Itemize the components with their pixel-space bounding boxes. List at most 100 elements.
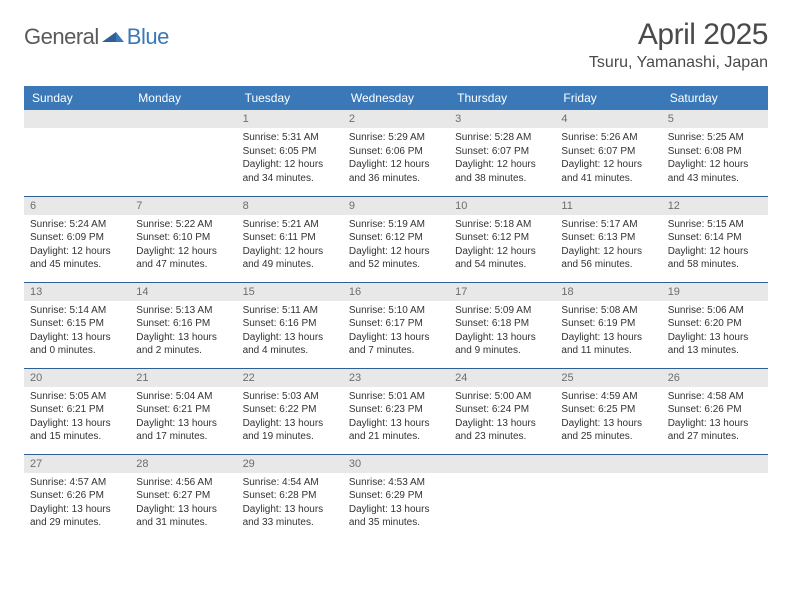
daylight-line: Daylight: 13 hours — [561, 417, 655, 431]
day-details: Sunrise: 4:54 AMSunset: 6:28 PMDaylight:… — [237, 473, 343, 534]
day-cell: 30Sunrise: 4:53 AMSunset: 6:29 PMDayligh… — [343, 454, 449, 540]
sunrise-line: Sunrise: 4:53 AM — [349, 476, 443, 490]
day-cell: 2 Sunrise: 5:29 AMSunset: 6:06 PMDaylight… — [343, 110, 449, 196]
day-number: 14 — [130, 283, 236, 301]
day-details: Sunrise: 4:53 AMSunset: 6:29 PMDaylight:… — [343, 473, 449, 534]
day-number: 4 — [555, 110, 661, 128]
sunset-line: Sunset: 6:21 PM — [136, 403, 230, 417]
day-details: Sunrise: 5:01 AMSunset: 6:23 PMDaylight:… — [343, 387, 449, 448]
week-row: 1Sunrise: 5:31 AMSunset: 6:05 PMDaylight… — [24, 110, 768, 196]
day-number: 7 — [130, 197, 236, 215]
sunrise-line: Sunrise: 4:59 AM — [561, 390, 655, 404]
sunrise-line: Sunrise: 5:26 AM — [561, 131, 655, 145]
title-block: April 2025 Tsuru, Yamanashi, Japan — [589, 18, 768, 72]
day-details: Sunrise: 5:18 AMSunset: 6:12 PMDaylight:… — [449, 215, 555, 276]
day-number: 18 — [555, 283, 661, 301]
day-cell: 16Sunrise: 5:10 AMSunset: 6:17 PMDayligh… — [343, 282, 449, 368]
sunrise-line: Sunrise: 5:11 AM — [243, 304, 337, 318]
day-number: 30 — [343, 455, 449, 473]
daylight-line-2: and 33 minutes. — [243, 516, 337, 530]
sunrise-line: Sunrise: 5:14 AM — [30, 304, 124, 318]
daylight-line: Daylight: 12 hours — [349, 245, 443, 259]
day-number: 15 — [237, 283, 343, 301]
day-cell: 23Sunrise: 5:01 AMSunset: 6:23 PMDayligh… — [343, 368, 449, 454]
day-cell: 20Sunrise: 5:05 AMSunset: 6:21 PMDayligh… — [24, 368, 130, 454]
sunset-line: Sunset: 6:05 PM — [243, 145, 337, 159]
day-details: Sunrise: 5:09 AMSunset: 6:18 PMDaylight:… — [449, 301, 555, 362]
week-row: 20Sunrise: 5:05 AMSunset: 6:21 PMDayligh… — [24, 368, 768, 454]
sunrise-line: Sunrise: 5:03 AM — [243, 390, 337, 404]
day-number: 8 — [237, 197, 343, 215]
daylight-line: Daylight: 12 hours — [455, 245, 549, 259]
daylight-line-2: and 47 minutes. — [136, 258, 230, 272]
page: General Blue April 2025 Tsuru, Yamanashi… — [0, 0, 792, 560]
daylight-line-2: and 43 minutes. — [668, 172, 762, 186]
daylight-line-2: and 54 minutes. — [455, 258, 549, 272]
day-number: 1 — [237, 110, 343, 128]
day-cell — [662, 454, 768, 540]
day-details: Sunrise: 5:25 AMSunset: 6:08 PMDaylight:… — [662, 128, 768, 189]
day-number: 13 — [24, 283, 130, 301]
daylight-line: Daylight: 13 hours — [349, 417, 443, 431]
sunrise-line: Sunrise: 5:00 AM — [455, 390, 549, 404]
day-cell: 12Sunrise: 5:15 AMSunset: 6:14 PMDayligh… — [662, 196, 768, 282]
day-number — [555, 455, 661, 473]
daylight-line: Daylight: 13 hours — [243, 331, 337, 345]
daylight-line: Daylight: 13 hours — [243, 503, 337, 517]
day-number: 25 — [555, 369, 661, 387]
brand-logo: General Blue — [24, 18, 169, 50]
day-cell: 5Sunrise: 5:25 AMSunset: 6:08 PMDaylight… — [662, 110, 768, 196]
daylight-line-2: and 31 minutes. — [136, 516, 230, 530]
day-number: 20 — [24, 369, 130, 387]
day-cell: 6Sunrise: 5:24 AMSunset: 6:09 PMDaylight… — [24, 196, 130, 282]
location-subtitle: Tsuru, Yamanashi, Japan — [589, 54, 768, 72]
daylight-line-2: and 9 minutes. — [455, 344, 549, 358]
day-cell: 22Sunrise: 5:03 AMSunset: 6:22 PMDayligh… — [237, 368, 343, 454]
sunset-line: Sunset: 6:11 PM — [243, 231, 337, 245]
sunset-line: Sunset: 6:27 PM — [136, 489, 230, 503]
daylight-line: Daylight: 13 hours — [136, 503, 230, 517]
day-number: 2 — [343, 110, 449, 128]
sunrise-line: Sunrise: 5:29 AM — [349, 131, 443, 145]
sunrise-line: Sunrise: 5:04 AM — [136, 390, 230, 404]
daylight-line-2: and 35 minutes. — [349, 516, 443, 530]
daylight-line: Daylight: 12 hours — [243, 245, 337, 259]
sunset-line: Sunset: 6:18 PM — [455, 317, 549, 331]
daylight-line-2: and 19 minutes. — [243, 430, 337, 444]
day-number: 12 — [662, 197, 768, 215]
weekday-header: Sunday — [24, 86, 130, 110]
day-details — [24, 128, 130, 135]
daylight-line: Daylight: 12 hours — [349, 158, 443, 172]
daylight-line-2: and 17 minutes. — [136, 430, 230, 444]
week-row: 6Sunrise: 5:24 AMSunset: 6:09 PMDaylight… — [24, 196, 768, 282]
week-row: 13Sunrise: 5:14 AMSunset: 6:15 PMDayligh… — [24, 282, 768, 368]
day-details: Sunrise: 5:31 AMSunset: 6:05 PMDaylight:… — [237, 128, 343, 189]
weekday-header: Wednesday — [343, 86, 449, 110]
daylight-line: Daylight: 13 hours — [349, 331, 443, 345]
sunset-line: Sunset: 6:06 PM — [349, 145, 443, 159]
daylight-line-2: and 36 minutes. — [349, 172, 443, 186]
day-details: Sunrise: 4:59 AMSunset: 6:25 PMDaylight:… — [555, 387, 661, 448]
day-details: Sunrise: 5:28 AMSunset: 6:07 PMDaylight:… — [449, 128, 555, 189]
sunset-line: Sunset: 6:26 PM — [30, 489, 124, 503]
sunset-line: Sunset: 6:16 PM — [243, 317, 337, 331]
day-cell: 13Sunrise: 5:14 AMSunset: 6:15 PMDayligh… — [24, 282, 130, 368]
daylight-line: Daylight: 12 hours — [668, 245, 762, 259]
day-details — [449, 473, 555, 480]
sunset-line: Sunset: 6:28 PM — [243, 489, 337, 503]
weekday-header-row: Sunday Monday Tuesday Wednesday Thursday… — [24, 86, 768, 110]
sunrise-line: Sunrise: 4:54 AM — [243, 476, 337, 490]
daylight-line-2: and 0 minutes. — [30, 344, 124, 358]
day-number — [130, 110, 236, 128]
day-number: 21 — [130, 369, 236, 387]
daylight-line: Daylight: 13 hours — [455, 331, 549, 345]
sunrise-line: Sunrise: 5:06 AM — [668, 304, 762, 318]
day-cell: 19Sunrise: 5:06 AMSunset: 6:20 PMDayligh… — [662, 282, 768, 368]
sunset-line: Sunset: 6:13 PM — [561, 231, 655, 245]
sunrise-line: Sunrise: 5:21 AM — [243, 218, 337, 232]
daylight-line-2: and 49 minutes. — [243, 258, 337, 272]
day-details: Sunrise: 5:11 AMSunset: 6:16 PMDaylight:… — [237, 301, 343, 362]
day-details: Sunrise: 5:15 AMSunset: 6:14 PMDaylight:… — [662, 215, 768, 276]
day-details — [130, 128, 236, 135]
day-details: Sunrise: 5:24 AMSunset: 6:09 PMDaylight:… — [24, 215, 130, 276]
